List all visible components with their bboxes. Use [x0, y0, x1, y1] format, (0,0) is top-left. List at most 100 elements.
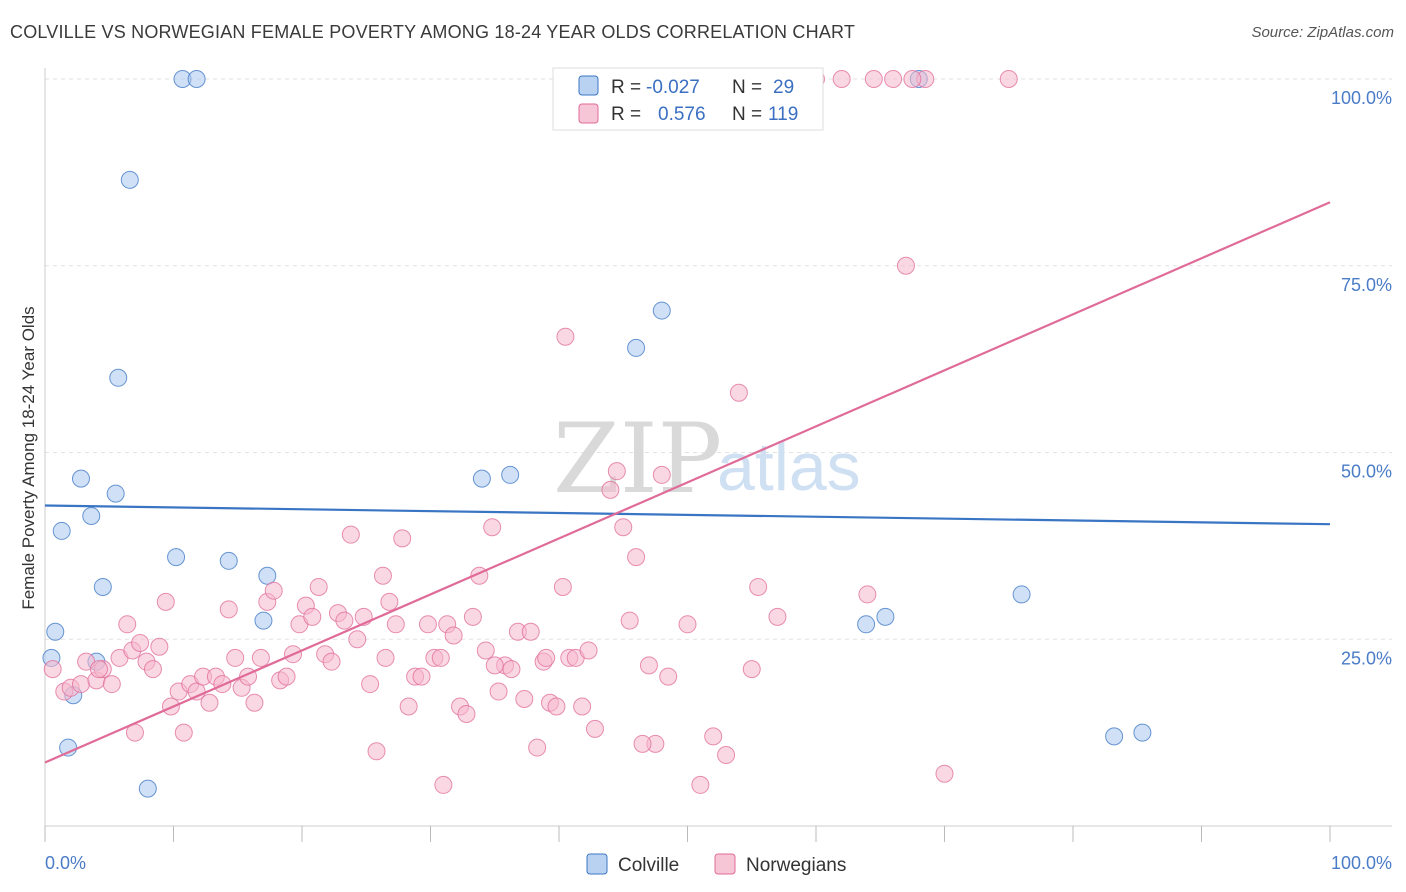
data-point-colville	[109, 368, 128, 387]
series-colville	[42, 70, 1152, 798]
data-point-norwegians	[118, 615, 137, 634]
data-point-colville	[187, 70, 206, 88]
data-point-norwegians	[341, 525, 360, 544]
data-point-norwegians	[483, 518, 502, 537]
data-point-norwegians	[678, 615, 697, 634]
data-point-norwegians	[573, 697, 592, 716]
legend-swatch-norwegians	[578, 103, 599, 124]
data-point-norwegians	[393, 529, 412, 548]
data-point-norwegians	[659, 667, 678, 686]
data-point-norwegians	[537, 648, 556, 667]
data-point-norwegians	[528, 738, 547, 757]
watermark-zip: ZIP	[553, 403, 722, 515]
data-point-norwegians	[502, 660, 521, 679]
legend-n-value: 29	[773, 77, 794, 98]
data-point-norwegians	[864, 70, 883, 88]
data-point-norwegians	[858, 585, 877, 604]
data-point-norwegians	[431, 648, 450, 667]
data-point-norwegians	[607, 462, 626, 481]
data-point-norwegians	[418, 615, 437, 634]
data-point-norwegians	[373, 566, 392, 585]
data-point-norwegians	[361, 675, 380, 694]
data-point-colville	[857, 615, 876, 634]
y-tick-label: 75.0%	[1341, 275, 1392, 295]
data-points	[42, 70, 1152, 798]
legend-n-label: N =	[732, 77, 762, 98]
data-point-norwegians	[89, 660, 108, 679]
data-point-norwegians	[556, 327, 575, 346]
trend-line-colville	[44, 504, 1331, 526]
data-point-norwegians	[444, 626, 463, 645]
data-point-norwegians	[896, 256, 915, 275]
data-point-colville	[258, 566, 277, 585]
data-point-norwegians	[245, 693, 264, 712]
data-point-norwegians	[521, 622, 540, 641]
data-point-norwegians	[579, 641, 598, 660]
data-point-colville	[1105, 727, 1124, 746]
data-point-norwegians	[601, 480, 620, 499]
data-point-colville	[652, 301, 671, 320]
data-point-colville	[52, 521, 71, 540]
data-point-norwegians	[691, 775, 710, 794]
data-point-norwegians	[264, 581, 283, 600]
data-point-norwegians	[143, 660, 162, 679]
data-point-norwegians	[457, 704, 476, 723]
data-point-colville	[46, 622, 65, 641]
data-point-norwegians	[386, 615, 405, 634]
data-point-norwegians	[412, 667, 431, 686]
y-tick-label: 25.0%	[1341, 648, 1392, 668]
data-point-colville	[138, 779, 157, 798]
stats-legend: R = -0.027 N = 29 R = 0.576 N = 119	[552, 67, 824, 131]
data-point-colville	[82, 506, 101, 525]
tick-labels: 25.0% 50.0% 75.0% 100.0% 0.0% 100.0%	[45, 88, 1392, 873]
data-point-norwegians	[226, 648, 245, 667]
data-point-norwegians	[376, 648, 395, 667]
data-point-norwegians	[704, 727, 723, 746]
chart-title: COLVILLE VS NORWEGIAN FEMALE POVERTY AMO…	[10, 22, 856, 42]
source-label: Source: ZipAtlas.com	[1251, 24, 1394, 41]
data-point-norwegians	[768, 607, 787, 626]
y-tick-label: 100.0%	[1331, 88, 1392, 108]
data-point-norwegians	[102, 675, 121, 694]
data-point-colville	[1133, 723, 1152, 742]
data-point-colville	[627, 338, 646, 357]
data-point-norwegians	[367, 742, 386, 761]
grid-lines	[45, 78, 1392, 640]
legend-n-label: N =	[732, 104, 762, 125]
data-point-norwegians	[131, 633, 150, 652]
data-point-norwegians	[627, 548, 646, 567]
data-point-colville	[501, 465, 520, 484]
legend-swatch-colville	[586, 853, 608, 875]
data-point-norwegians	[553, 577, 572, 596]
data-point-norwegians	[476, 641, 495, 660]
legend-r-label: R =	[611, 104, 641, 125]
data-point-norwegians	[174, 723, 193, 742]
watermark-atlas: atlas	[717, 429, 861, 505]
data-point-norwegians	[652, 465, 671, 484]
data-point-norwegians	[335, 611, 354, 630]
data-point-norwegians	[277, 667, 296, 686]
data-point-colville	[106, 484, 125, 503]
data-point-norwegians	[43, 660, 62, 679]
data-point-norwegians	[399, 697, 418, 716]
legend-label-colville: Colville	[618, 855, 679, 876]
data-point-norwegians	[251, 648, 270, 667]
axes	[44, 68, 1392, 842]
data-point-norwegians	[547, 697, 566, 716]
data-point-colville	[219, 551, 238, 570]
data-point-norwegians	[614, 518, 633, 537]
data-point-norwegians	[380, 592, 399, 611]
legend-swatch-colville	[578, 75, 599, 96]
watermark: ZIP atlas	[553, 403, 861, 515]
data-point-norwegians	[515, 690, 534, 709]
data-point-norwegians	[620, 611, 639, 630]
data-point-colville	[472, 469, 491, 488]
data-point-norwegians	[749, 577, 768, 596]
data-point-norwegians	[71, 675, 90, 694]
data-point-norwegians	[200, 693, 219, 712]
legend-swatch-norwegians	[714, 853, 736, 875]
data-point-colville	[876, 607, 895, 626]
series-norwegians	[43, 70, 1018, 794]
data-point-colville	[93, 577, 112, 596]
